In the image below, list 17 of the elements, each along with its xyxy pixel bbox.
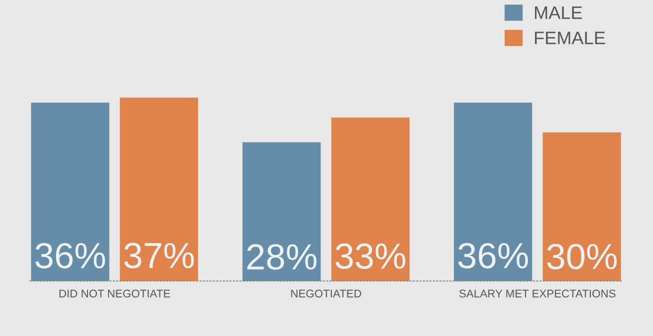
bar	[31, 102, 110, 281]
data-label: 36%	[458, 242, 528, 269]
data-label: 37%	[124, 242, 194, 268]
legend-label: FEMALE	[534, 32, 605, 44]
bar	[454, 102, 532, 281]
data-label: 33%	[336, 243, 406, 269]
x-tick-label: DID NOT NEGOTIATE	[60, 290, 170, 298]
x-tick-label: SALARY MET EXPECTATIONS	[459, 290, 616, 298]
data-label: 30%	[547, 244, 617, 270]
data-label: 36%	[35, 242, 106, 269]
bar	[120, 98, 198, 281]
bar	[542, 132, 621, 281]
data-label: 28%	[247, 244, 316, 270]
x-tick-label: NEGOTIATED	[291, 290, 362, 298]
legend-label: MALE	[534, 6, 582, 19]
bar	[242, 142, 321, 281]
bar	[331, 117, 410, 281]
